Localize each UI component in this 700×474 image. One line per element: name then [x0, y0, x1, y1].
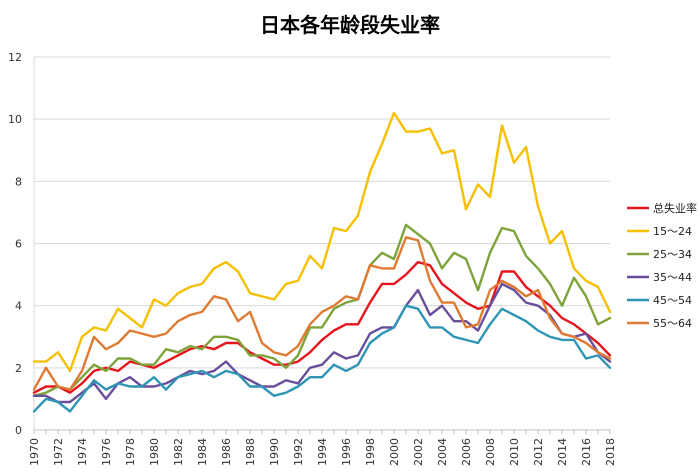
x-tick-label: 2000	[388, 438, 401, 466]
x-tick-label: 1998	[364, 438, 377, 466]
x-tick-label: 1978	[124, 438, 137, 466]
x-tick-label: 1970	[28, 438, 41, 466]
x-tick-label: 2008	[484, 438, 497, 466]
y-tick-label: 10	[8, 113, 22, 126]
legend-label: 25～34	[653, 248, 692, 261]
x-tick-label: 2010	[508, 438, 521, 466]
x-tick-label: 1994	[316, 438, 329, 466]
y-tick-label: 6	[15, 238, 22, 251]
x-tick-label: 1976	[100, 438, 113, 466]
y-tick-label: 0	[15, 424, 22, 437]
legend-label: 45～54	[653, 294, 692, 307]
series-line	[32, 223, 612, 397]
x-tick-label: 1982	[172, 438, 185, 466]
x-tick-label: 1992	[292, 438, 305, 466]
legend: 总失业率 15～24 25～34 35～44 45～54 55～64	[627, 201, 697, 330]
y-tick-label: 12	[8, 51, 22, 64]
x-tick-label: 2016	[580, 438, 593, 466]
legend-label: 15～24	[653, 225, 692, 238]
x-tick-label: 1974	[76, 438, 89, 466]
y-tick-label: 8	[15, 175, 22, 188]
y-tick-label: 4	[15, 300, 22, 313]
chart-title: 日本各年龄段失业率	[260, 13, 440, 37]
y-tick-label: 2	[15, 362, 22, 375]
x-tick-label: 1988	[244, 438, 257, 466]
legend-label: 总失业率	[653, 201, 697, 215]
x-tick-label: 2018	[604, 438, 617, 466]
series-line	[32, 111, 612, 373]
x-tick-label: 1984	[196, 438, 209, 466]
axes: 0 2 4 6 8 10 12 1970 1972 1974 1976 1978 1980 1982 198…	[8, 51, 617, 466]
legend-label: 35～44	[653, 271, 692, 284]
x-tick-label: 2014	[556, 438, 569, 466]
x-tick-label: 1996	[340, 438, 353, 466]
series-line	[32, 236, 612, 391]
gridlines	[34, 56, 610, 431]
x-tick-label: 2006	[460, 438, 473, 466]
x-tick-label: 2002	[412, 438, 425, 466]
x-tick-label: 1980	[148, 438, 161, 466]
x-tick-label: 2004	[436, 438, 449, 466]
x-tick-label: 1990	[268, 438, 281, 466]
x-tick-label: 1986	[220, 438, 233, 466]
series-lines	[32, 111, 612, 413]
series-line	[32, 282, 612, 404]
x-tick-label: 1972	[52, 438, 65, 466]
series-line	[32, 260, 612, 394]
x-tick-label: 2012	[532, 438, 545, 466]
legend-label: 55～64	[653, 317, 692, 330]
series-line	[32, 304, 612, 413]
